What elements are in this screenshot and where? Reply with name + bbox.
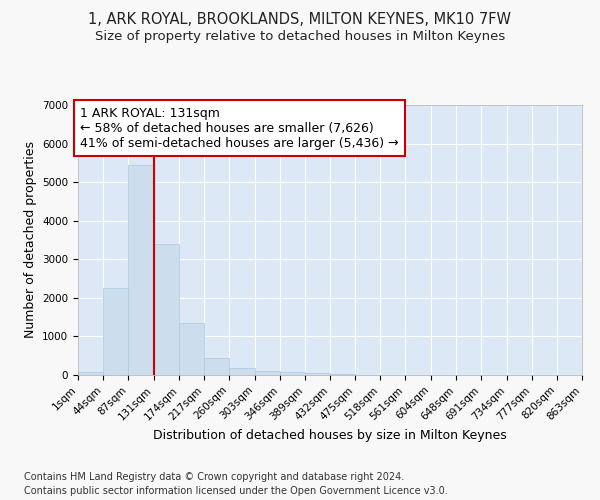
Text: Size of property relative to detached houses in Milton Keynes: Size of property relative to detached ho… (95, 30, 505, 43)
X-axis label: Distribution of detached houses by size in Milton Keynes: Distribution of detached houses by size … (153, 428, 507, 442)
Bar (78, 372, 103, 375)
Bar (179, 323, 204, 375)
Bar (103, 288, 128, 375)
Text: Contains HM Land Registry data © Crown copyright and database right 2024.: Contains HM Land Registry data © Crown c… (24, 472, 404, 482)
Y-axis label: Number of detached properties: Number of detached properties (23, 142, 37, 338)
Bar (330, 374, 355, 375)
Bar (128, 165, 154, 375)
Text: 1 ARK ROYAL: 131sqm
← 58% of detached houses are smaller (7,626)
41% of semi-det: 1 ARK ROYAL: 131sqm ← 58% of detached ho… (80, 106, 398, 150)
Bar (229, 368, 254, 375)
Text: Contains public sector information licensed under the Open Government Licence v3: Contains public sector information licen… (24, 486, 448, 496)
Bar (254, 371, 280, 375)
Bar (280, 372, 305, 375)
Bar (154, 244, 179, 375)
Text: 1, ARK ROYAL, BROOKLANDS, MILTON KEYNES, MK10 7FW: 1, ARK ROYAL, BROOKLANDS, MILTON KEYNES,… (89, 12, 511, 28)
Bar (204, 358, 229, 375)
Bar (305, 373, 330, 375)
